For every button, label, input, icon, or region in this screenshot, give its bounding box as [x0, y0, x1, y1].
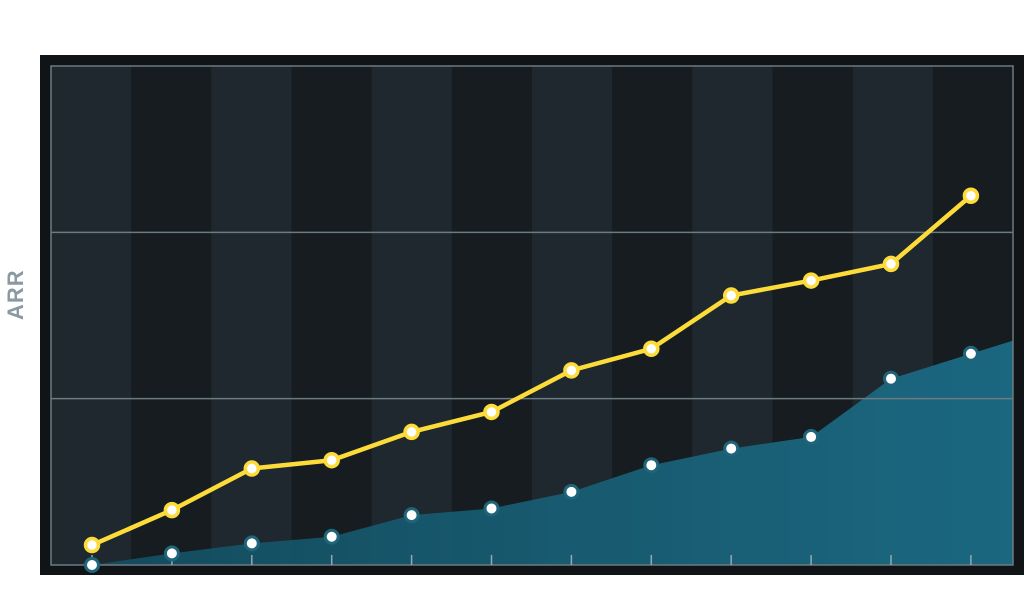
area-point [84, 557, 100, 573]
line-point [643, 340, 660, 358]
background-band [291, 66, 373, 565]
y-axis-label: ARR [3, 269, 28, 320]
background-band [371, 66, 453, 565]
area-point [723, 440, 740, 457]
line-point [483, 403, 500, 421]
line-point [323, 451, 340, 469]
area-point [483, 500, 500, 517]
plot-border [50, 65, 1014, 566]
area-point [403, 507, 420, 524]
line-point [403, 423, 420, 441]
area-point [563, 483, 580, 500]
line-point [882, 255, 900, 273]
line-point [962, 187, 980, 204]
background-band [51, 66, 132, 565]
line-point [243, 460, 261, 477]
area-point [803, 428, 820, 445]
area-point [323, 528, 340, 545]
area-point [962, 345, 979, 362]
background-band [451, 66, 533, 565]
background-band [211, 66, 292, 565]
line-point [722, 287, 740, 304]
area-series [51, 340, 1013, 565]
background-band [131, 66, 212, 565]
area-point [243, 535, 260, 552]
line-series [89, 193, 974, 548]
line-point [163, 501, 181, 519]
area-point [883, 370, 899, 387]
line-point [802, 272, 820, 289]
line-point [83, 536, 101, 554]
line-point [563, 362, 580, 379]
area-point [163, 545, 180, 562]
background-band [532, 66, 613, 565]
area-point [643, 457, 660, 474]
